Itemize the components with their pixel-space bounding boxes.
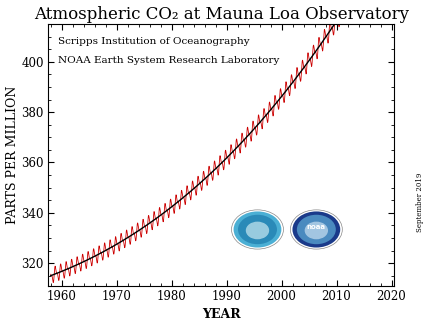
Text: September 2019: September 2019 [414, 173, 423, 232]
Circle shape [231, 210, 283, 249]
Circle shape [245, 222, 268, 239]
Circle shape [296, 215, 335, 244]
Circle shape [290, 210, 342, 249]
Circle shape [237, 215, 276, 244]
Text: Scripps Institution of Oceanography: Scripps Institution of Oceanography [58, 37, 250, 46]
Title: Atmospheric CO₂ at Mauna Loa Observatory: Atmospheric CO₂ at Mauna Loa Observatory [34, 6, 408, 23]
Circle shape [304, 222, 327, 239]
Circle shape [233, 212, 281, 248]
Y-axis label: PARTS PER MILLION: PARTS PER MILLION [6, 86, 18, 224]
X-axis label: YEAR: YEAR [201, 308, 240, 321]
Circle shape [292, 212, 340, 248]
Text: noaa: noaa [306, 224, 325, 230]
Text: NOAA Earth System Research Laboratory: NOAA Earth System Research Laboratory [58, 56, 279, 64]
